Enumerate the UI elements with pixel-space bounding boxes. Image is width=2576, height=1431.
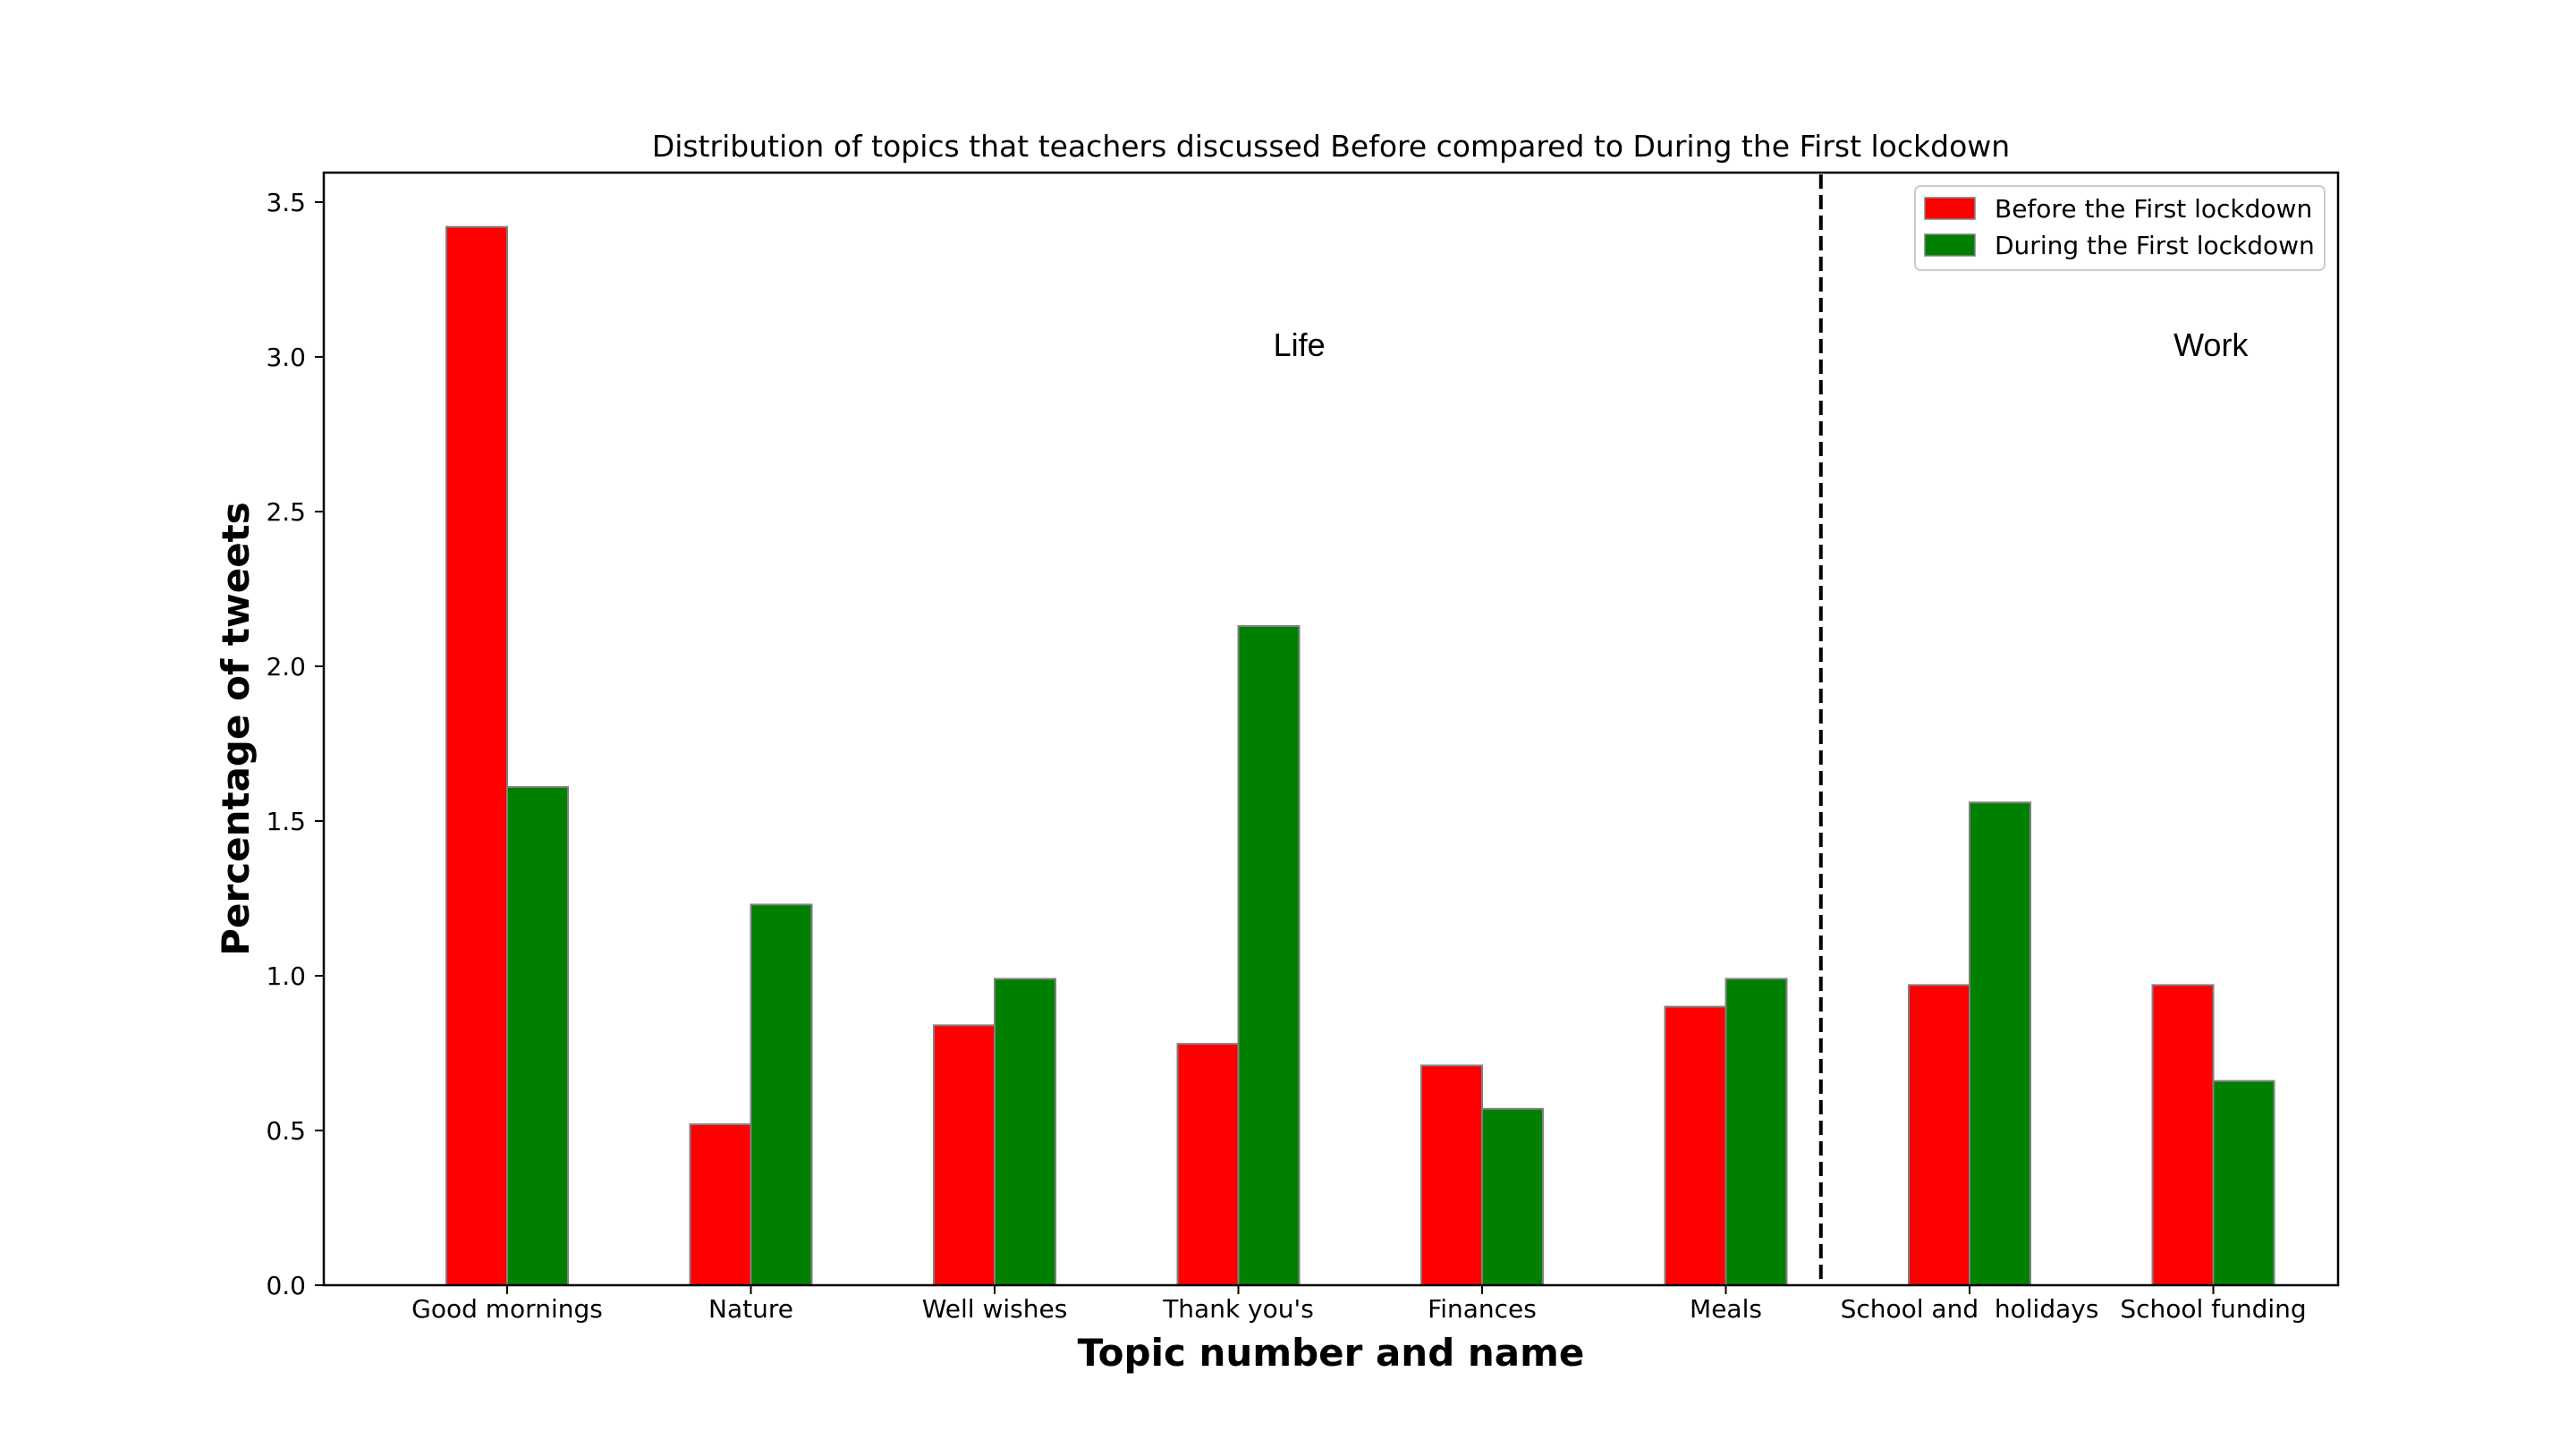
x-tick-label: Good mornings: [411, 1294, 603, 1324]
x-tick-label: Nature: [708, 1294, 793, 1324]
x-tick-label: Well wishes: [922, 1294, 1068, 1324]
y-tick-label: 1.0: [266, 961, 306, 991]
y-tick-label: 2.0: [266, 652, 306, 682]
y-tick-label: 1.5: [266, 807, 306, 836]
x-tick-label: Finances: [1428, 1294, 1537, 1324]
y-tick-label: 3.0: [266, 343, 306, 372]
legend-swatch-before: [1924, 197, 1976, 220]
y-axis-label: Percentage of tweets: [214, 502, 258, 956]
bar-before-5: [1664, 1005, 1727, 1286]
x-axis-label: Topic number and name: [1078, 1331, 1585, 1375]
bar-during-2: [994, 978, 1056, 1286]
annotations: Life Work: [1274, 326, 2250, 363]
plot-frame: [322, 171, 2340, 1287]
legend: Before the First lockdown During the Fir…: [1914, 185, 2326, 271]
y-tick-label: 2.5: [266, 497, 306, 527]
bar-before-4: [1420, 1064, 1483, 1286]
legend-swatch-during: [1924, 233, 1976, 257]
bar-during-7: [2212, 1080, 2275, 1287]
x-axis-ticks: Good mornings Nature Well wishes Thank you'…: [411, 1285, 2307, 1324]
bar-during-5: [1724, 978, 1788, 1286]
x-tick-label: School funding: [2120, 1294, 2306, 1324]
bar-during-4: [1481, 1107, 1544, 1287]
x-tick-label: School and holidays: [1841, 1294, 2099, 1324]
bar-before-7: [2151, 984, 2215, 1286]
legend-frame: [1914, 185, 2326, 271]
section-annotation-life: Life: [1274, 326, 1326, 363]
bar-during-1: [750, 903, 813, 1286]
bar-during-0: [506, 785, 569, 1286]
y-tick-label: 0.5: [266, 1116, 306, 1146]
legend-label-before: Before the First lockdown: [1995, 194, 2312, 224]
bar-before-3: [1176, 1043, 1240, 1286]
section-annotation-work: Work: [2174, 326, 2249, 363]
y-axis-ticks: 0.0 0.5 1.0 1.5 2.0 2.5 3.0 3.5: [266, 188, 324, 1300]
bars: [445, 225, 2275, 1287]
y-tick-label: 0.0: [266, 1271, 306, 1300]
bar-before-0: [445, 225, 508, 1286]
bar-before-2: [933, 1024, 996, 1286]
bar-during-3: [1237, 625, 1301, 1286]
bar-during-6: [1969, 801, 2031, 1286]
legend-label-during: During the First lockdown: [1995, 231, 2315, 260]
bar-before-6: [1908, 984, 1970, 1286]
bar-before-1: [689, 1123, 752, 1286]
x-tick-label: Thank you's: [1162, 1294, 1314, 1324]
y-tick-label: 3.5: [266, 188, 306, 217]
chart-title: Distribution of topics that teachers dis…: [652, 129, 2010, 164]
x-tick-label: Meals: [1690, 1294, 1762, 1324]
